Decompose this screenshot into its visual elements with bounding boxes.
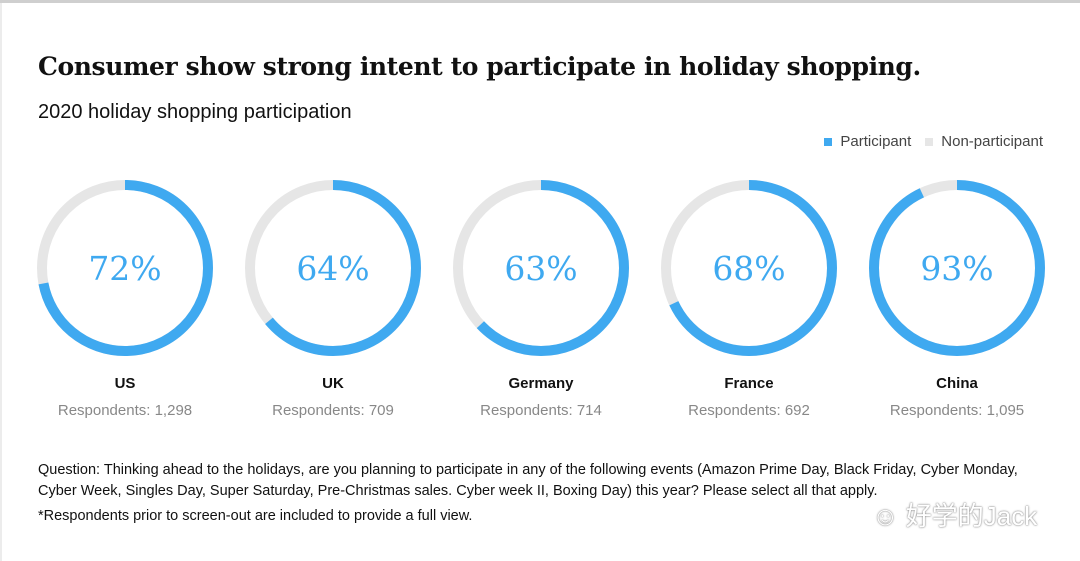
donut-china: 93%: [869, 180, 1045, 356]
respondents-label: Respondents: 692: [688, 402, 810, 419]
top-border: [0, 0, 1080, 3]
value-label: 64%: [296, 249, 369, 288]
participant-arc: [661, 180, 837, 356]
legend-participant: Participant: [824, 133, 911, 150]
participant-arc: [245, 180, 421, 356]
legend-swatch-non-participant: [925, 138, 934, 147]
donut-uk: 64%: [245, 180, 421, 356]
donut-us: 72%: [37, 180, 213, 356]
chart-title: Consumer show strong intent to participa…: [38, 52, 921, 81]
value-label: 93%: [920, 249, 993, 288]
country-label: France: [724, 375, 774, 392]
donut-germany: 63%: [453, 180, 629, 356]
participant-arc: [869, 180, 1045, 356]
country-label: US: [114, 375, 136, 392]
chart-subtitle: 2020 holiday shopping participation: [38, 101, 352, 123]
question-note: Question: Thinking ahead to the holidays…: [38, 462, 1018, 499]
respondents-label: Respondents: 1,095: [889, 402, 1025, 419]
respondents-label: Respondents: 714: [480, 402, 602, 419]
participant-arc: [453, 180, 629, 356]
legend-label: Participant: [840, 133, 912, 150]
participant-arc: [37, 180, 213, 356]
value-label: 68%: [712, 249, 785, 288]
legend: Participant Non-participant: [824, 133, 1043, 150]
footnote: *Respondents prior to screen-out are inc…: [38, 508, 473, 524]
respondents-label: Respondents: 709: [272, 402, 394, 419]
respondents-label: Respondents: 1,298: [57, 402, 193, 419]
value-label: 72%: [88, 249, 161, 288]
donut-france: 68%: [661, 180, 837, 356]
legend-non-participant: Non-participant: [925, 133, 1043, 150]
value-label: 63%: [504, 249, 577, 288]
left-border: [0, 3, 2, 561]
legend-label: Non-participant: [941, 133, 1043, 150]
country-label: Germany: [508, 375, 574, 392]
country-label: UK: [322, 375, 344, 392]
watermark: ☺ 好学的Jack: [872, 501, 1038, 531]
country-label: China: [936, 375, 978, 392]
legend-swatch-participant: [824, 138, 833, 147]
